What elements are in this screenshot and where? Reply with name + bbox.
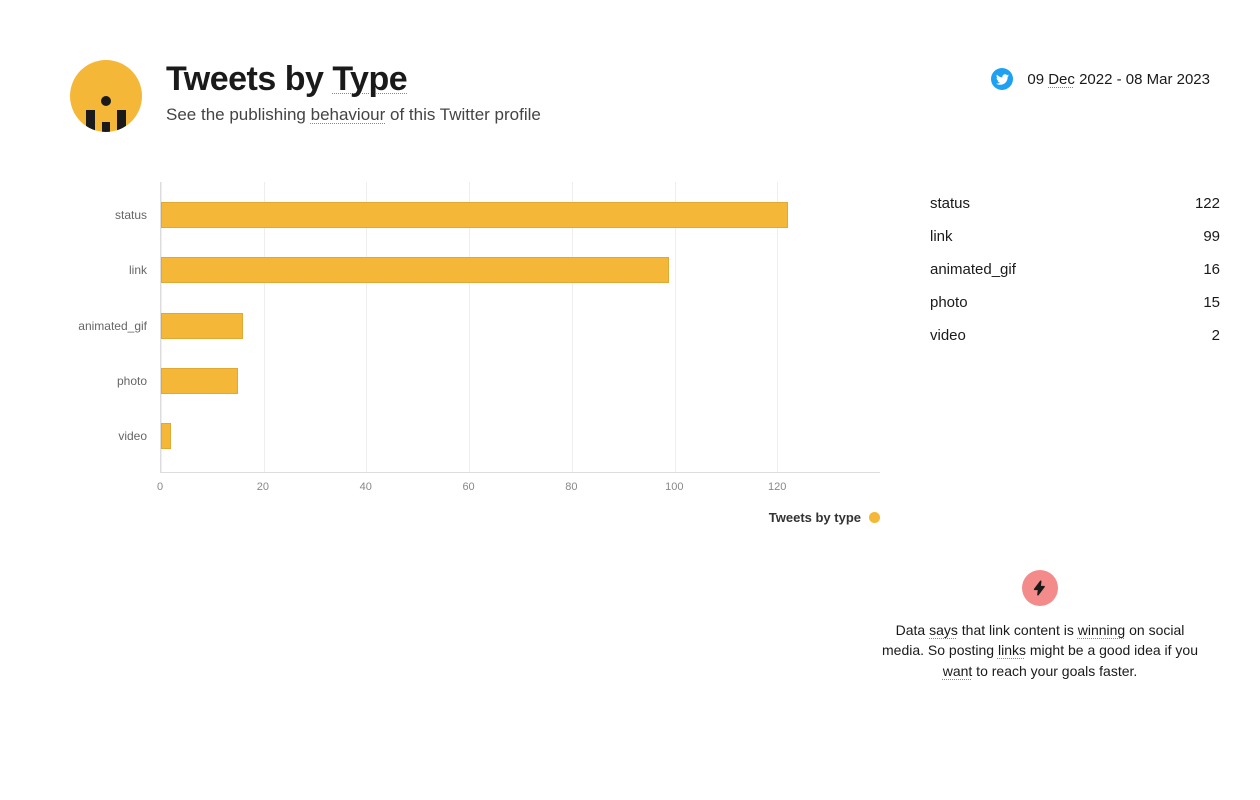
x-tick: 20 [257,481,269,493]
bar-label: link [129,263,161,277]
stat-row: video 2 [930,319,1220,352]
header: Tweets by Type See the publishing behavi… [0,0,1260,132]
title-block: Tweets by Type See the publishing behavi… [166,60,541,125]
bar [161,257,669,283]
legend-label: Tweets by type [769,510,861,525]
x-tick: 80 [565,481,577,493]
bar-label: photo [117,374,161,388]
x-tick: 100 [665,481,683,493]
bar-chart: status link animated_gifphoto video [160,182,880,472]
bar [161,202,788,228]
bar-row: link [161,257,880,283]
legend-dot [869,512,880,523]
stat-row: animated_gif 16 [930,253,1220,286]
bar-label: video [118,429,161,443]
x-tick: 40 [360,481,372,493]
stat-value: 16 [1203,261,1220,278]
bar [161,368,238,394]
x-tick: 60 [462,481,474,493]
bar-row: status [161,202,880,228]
stat-label: video [930,327,966,344]
x-tick: 0 [157,481,163,493]
twitter-icon [991,68,1013,90]
insight-card: Data says that link content is winning o… [880,570,1200,681]
bar-row: photo [161,368,880,394]
stats-table: status 122 link 99 animated_gif 16 photo 15 vide… [930,182,1220,525]
stat-value: 99 [1203,228,1220,245]
lightning-icon [1022,570,1058,606]
stat-label: status [930,195,970,212]
stat-label: animated_gif [930,261,1016,278]
x-tick: 120 [768,481,786,493]
bar-label: animated_gif [78,319,161,333]
date-range: 09 Dec 2022 - 08 Mar 2023 [991,68,1210,90]
stat-label: photo [930,294,968,311]
stat-row: photo 15 [930,286,1220,319]
chart-area: status link animated_gifphoto video 0 20 40 60… [60,182,900,525]
stat-value: 122 [1195,195,1220,212]
bar-row: animated_gif [161,313,880,339]
insight-text: Data says that link content is winning o… [880,620,1200,681]
stat-row: link 99 [930,220,1220,253]
date-range-text: 09 Dec 2022 - 08 Mar 2023 [1027,71,1210,88]
page-subtitle: See the publishing behaviour of this Twi… [166,105,541,125]
bar [161,313,243,339]
bar-row: video [161,423,880,449]
stat-row: status 122 [930,187,1220,220]
chart-legend: Tweets by type [160,510,880,525]
x-axis: 0 20 40 60 80 100 120 [160,472,880,498]
stat-label: link [930,228,953,245]
stat-value: 2 [1212,327,1220,344]
bar-label: status [115,208,161,222]
stat-value: 15 [1203,294,1220,311]
bar [161,423,171,449]
page-title: Tweets by Type [166,60,541,99]
profile-avatar [70,60,142,132]
